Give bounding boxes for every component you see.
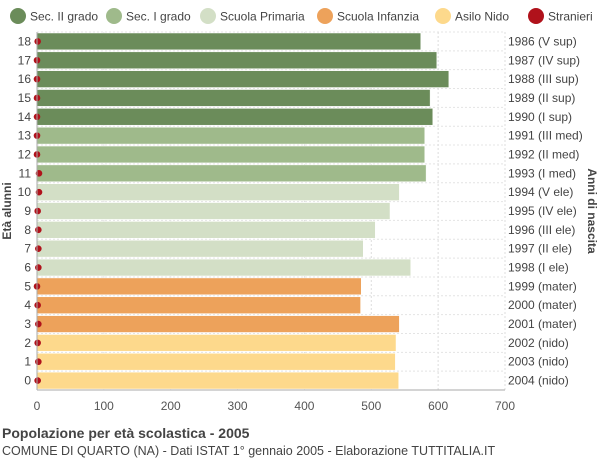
age-label: 5 (24, 279, 31, 293)
bar (36, 334, 397, 352)
bar (36, 183, 400, 201)
birth-year-label: 1997 (II ele) (508, 242, 572, 256)
legend-swatch (200, 8, 216, 24)
age-label: 2 (24, 336, 31, 350)
birth-year-label: 1994 (V ele) (508, 185, 573, 199)
birth-year-label: 1987 (IV sup) (508, 53, 580, 67)
legend-swatch (528, 8, 544, 24)
stranieri-dot (34, 377, 41, 384)
legend-label: Stranieri (548, 10, 593, 24)
x-tick-label: 0 (34, 399, 41, 413)
bar (36, 277, 362, 296)
age-label: 18 (18, 34, 32, 48)
age-label: 1 (24, 355, 31, 369)
bar (36, 315, 400, 333)
age-label: 0 (24, 374, 31, 388)
bar (36, 221, 376, 239)
stranieri-dot (34, 38, 41, 45)
legend-label: Asilo Nido (455, 10, 509, 24)
bar (36, 202, 391, 220)
legend-label: Sec. II grado (30, 10, 98, 24)
stranieri-dot (34, 339, 41, 347)
bar (36, 353, 396, 371)
birth-year-label: 1995 (IV ele) (508, 204, 577, 218)
bar (36, 371, 399, 390)
age-label: 7 (24, 242, 31, 256)
birth-year-label: 1993 (I med) (508, 166, 576, 180)
age-label: 8 (24, 223, 31, 237)
birth-year-label: 2002 (nido) (508, 336, 569, 350)
stranieri-dot (35, 320, 42, 328)
birth-year-label: 1990 (I sup) (508, 110, 572, 124)
birth-year-label: 1998 (I ele) (508, 261, 569, 275)
legend-label: Scuola Infanzia (337, 10, 419, 24)
x-tick-label: 400 (294, 399, 314, 413)
legend-swatch (317, 8, 333, 24)
birth-year-label: 1996 (III ele) (508, 223, 575, 237)
birth-year-label: 2003 (nido) (508, 355, 569, 369)
x-tick-label: 300 (228, 399, 248, 413)
bar (36, 164, 427, 182)
chart-footer-subtitle: COMUNE DI QUARTO (NA) - Dati ISTAT 1° ge… (2, 444, 496, 458)
birth-year-label: 1992 (II med) (508, 147, 579, 161)
legend-swatch (10, 8, 26, 24)
age-label: 11 (19, 166, 32, 180)
stranieri-dot (35, 358, 42, 366)
legend-label: Sec. I grado (126, 10, 191, 24)
bar (36, 32, 422, 51)
age-label: 15 (18, 91, 32, 105)
age-label: 17 (18, 53, 32, 67)
y-axis-title-left: Età alunni (0, 182, 14, 239)
bar (36, 89, 431, 107)
bar (36, 51, 438, 69)
age-label: 14 (18, 110, 32, 124)
birth-year-label: 1986 (V sup) (508, 34, 577, 48)
x-tick-label: 600 (428, 399, 448, 413)
chart-footer-title: Popolazione per età scolastica - 2005 (2, 425, 250, 441)
age-label: 3 (24, 317, 31, 331)
birth-year-label: 1988 (III sup) (508, 72, 579, 86)
stranieri-dot (35, 226, 42, 234)
age-label: 9 (24, 204, 31, 218)
birth-year-label: 2001 (mater) (508, 317, 577, 331)
birth-year-label: 1989 (II sup) (508, 91, 575, 105)
x-tick-label: 500 (361, 399, 381, 413)
age-label: 16 (18, 72, 32, 86)
bar (36, 145, 426, 164)
y-axis-title-right: Anni di nascita (585, 168, 599, 254)
age-label: 10 (18, 185, 32, 199)
bar (36, 70, 450, 88)
birth-year-label: 1991 (III med) (508, 129, 583, 143)
bar (36, 258, 411, 277)
birth-year-label: 2000 (mater) (508, 298, 577, 312)
birth-year-label: 1999 (mater) (508, 279, 577, 293)
stranieri-dot (34, 301, 41, 309)
stranieri-dot (34, 207, 41, 215)
legend-swatch (106, 8, 122, 24)
bar (36, 126, 426, 145)
x-tick-label: 700 (495, 399, 515, 413)
legend-swatch (435, 8, 451, 24)
bar (36, 108, 434, 126)
age-label: 4 (24, 298, 31, 312)
age-label: 12 (18, 147, 32, 161)
stranieri-dot (35, 245, 42, 252)
x-tick-label: 200 (161, 399, 181, 413)
bar (36, 240, 364, 258)
age-label: 6 (24, 261, 31, 275)
stranieri-dot (35, 264, 42, 271)
birth-year-label: 2004 (nido) (508, 374, 569, 388)
age-label: 13 (18, 129, 32, 143)
bar (36, 296, 361, 314)
x-tick-label: 100 (94, 399, 114, 413)
legend-label: Scuola Primaria (220, 10, 305, 24)
